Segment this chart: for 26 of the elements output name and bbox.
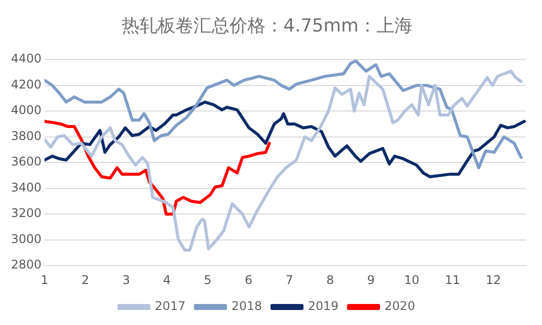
x-tick-label: 11 [444, 272, 460, 287]
x-tick-label: 8 [326, 272, 334, 287]
chart-title: 热轧板卷汇总价格：4.75mm：上海 [121, 15, 413, 36]
y-tick-label: 3400 [10, 180, 42, 194]
x-tick-label: 12 [486, 272, 501, 287]
legend-label: 2018 [231, 299, 262, 314]
y-tick-label: 3200 [10, 206, 42, 220]
x-tick-label: 3 [122, 272, 130, 287]
x-tick-label: 1 [40, 272, 48, 287]
x-tick-label: 10 [404, 272, 420, 287]
y-tick-label: 2800 [10, 258, 42, 272]
x-tick-label: 9 [367, 272, 375, 287]
y-tick-label: 4400 [10, 52, 42, 66]
legend-label: 2017 [154, 299, 186, 314]
y-tick-label: 4200 [10, 77, 42, 92]
x-tick-label: 2 [82, 272, 90, 287]
y-tick-label: 3800 [10, 128, 42, 143]
legend-label: 2020 [384, 299, 416, 314]
y-tick-label: 3000 [10, 232, 42, 246]
y-tick-label: 4000 [10, 103, 42, 118]
x-tick-label: 4 [163, 272, 171, 287]
x-tick-label: 5 [204, 272, 212, 287]
legend-label: 2019 [308, 299, 339, 314]
x-tick-label: 6 [244, 272, 252, 287]
x-tick-label: 7 [286, 272, 294, 287]
y-tick-label: 3600 [10, 154, 42, 169]
